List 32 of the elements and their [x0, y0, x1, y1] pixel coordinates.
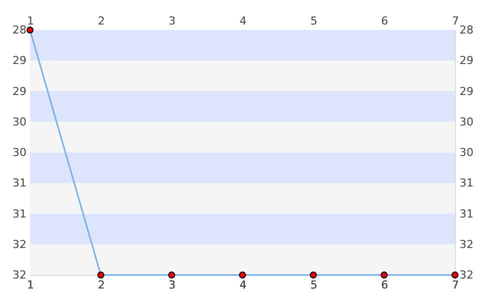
y-tick-label: 29 [12, 54, 26, 68]
y-tick-label: 31 [12, 207, 26, 220]
x2-tick-label: 7 [452, 14, 459, 28]
x2-tick-label: 2 [98, 14, 105, 28]
y2-tick-label: 31 [460, 176, 474, 190]
y-tick-label: 28 [12, 24, 26, 36]
y2-tick-label: 32 [460, 268, 474, 282]
x2-tick-label: 4 [240, 14, 246, 28]
y2-tick-label: 32 [460, 238, 474, 251]
x-tick-label: 4 [240, 278, 246, 292]
y-tick-label: 30 [12, 146, 26, 159]
x-tick-label: 5 [310, 278, 318, 292]
x-tick-label: 3 [168, 278, 176, 292]
y2-tick-label: 30 [460, 146, 474, 159]
x-tick-label: 6 [381, 278, 388, 292]
x2-tick-label: 1 [27, 14, 34, 28]
y2-tick-label: 29 [460, 84, 474, 98]
x-tick-label: 7 [452, 278, 459, 292]
y2-tick-label: 29 [460, 54, 474, 68]
y2-tick-label: 28 [460, 24, 474, 36]
y-tick-label: 31 [12, 176, 26, 190]
x2-tick-label: 6 [381, 14, 388, 28]
y-tick-label: 32 [12, 268, 26, 282]
x-tick-label: 2 [98, 278, 105, 292]
y2-tick-label: 30 [460, 115, 474, 128]
x-tick-label: 1 [27, 278, 34, 292]
x2-tick-label: 5 [310, 14, 318, 28]
y-tick-label: 32 [12, 238, 26, 251]
y2-tick-label: 31 [460, 207, 474, 220]
y-tick-label: 30 [12, 115, 26, 128]
x2-tick-label: 3 [168, 14, 176, 28]
y-tick-label: 29 [12, 84, 26, 98]
